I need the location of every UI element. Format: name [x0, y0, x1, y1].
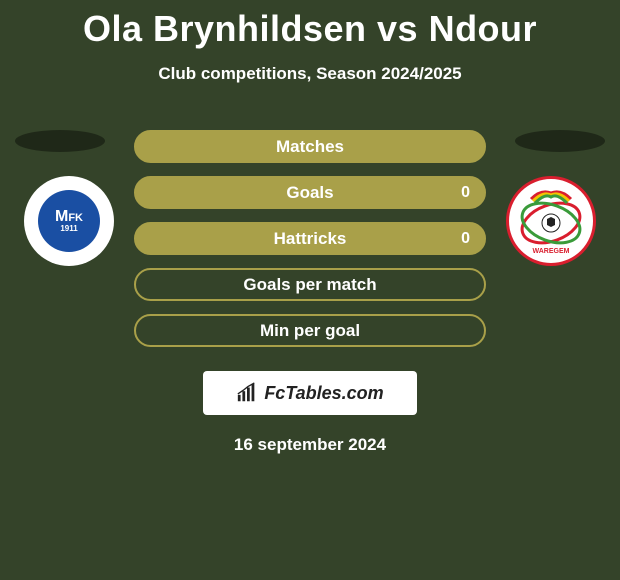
chart-icon — [236, 382, 258, 404]
stat-value-right: 0 — [461, 230, 470, 248]
page-title: Ola Brynhildsen vs Ndour — [0, 0, 620, 50]
stat-bars: Matches Goals 0 Hattricks 0 Goals per match Mi… — [134, 130, 486, 347]
shadow-left — [15, 130, 105, 152]
stat-label: Matches — [276, 137, 344, 157]
stat-label: Goals per match — [243, 275, 376, 295]
team-badge-right: WAREGEM — [506, 176, 596, 266]
subtitle: Club competitions, Season 2024/2025 — [0, 64, 620, 84]
team-badge-right-svg: WAREGEM — [511, 181, 591, 261]
stat-bar: Hattricks 0 — [134, 222, 486, 255]
stat-label: Hattricks — [274, 229, 347, 249]
badge-left-bottom: FK — [68, 212, 83, 224]
stat-value-right: 0 — [461, 184, 470, 202]
site-logo: FcTables.com — [203, 371, 417, 415]
svg-text:WAREGEM: WAREGEM — [533, 248, 570, 255]
site-logo-text: FcTables.com — [264, 383, 383, 404]
team-badge-left-inner: MFK 1911 — [38, 190, 100, 252]
stat-bar: Goals 0 — [134, 176, 486, 209]
date-label: 16 september 2024 — [0, 435, 620, 455]
stat-bar: Matches — [134, 130, 486, 163]
stat-label: Goals — [286, 183, 333, 203]
stat-label: Min per goal — [260, 321, 360, 341]
badge-left-year: 1911 — [60, 225, 77, 232]
badge-left-text: MFK — [55, 210, 83, 224]
badge-left-top: M — [55, 208, 68, 225]
stat-bar: Min per goal — [134, 314, 486, 347]
stat-bar: Goals per match — [134, 268, 486, 301]
team-badge-left: MFK 1911 — [24, 176, 114, 266]
shadow-right — [515, 130, 605, 152]
